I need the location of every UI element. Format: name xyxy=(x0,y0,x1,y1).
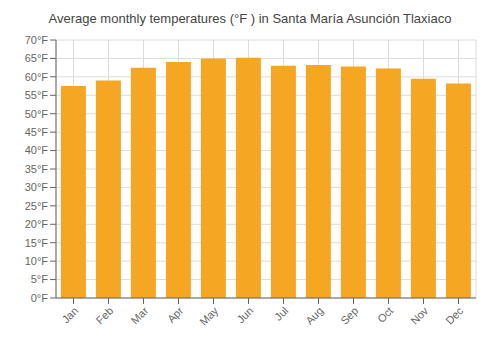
svg-text:Jan: Jan xyxy=(59,304,80,325)
svg-text:65°F: 65°F xyxy=(25,52,49,64)
svg-text:Dec: Dec xyxy=(443,304,466,327)
svg-text:55°F: 55°F xyxy=(25,89,49,101)
html-text:Average monthly temperatures (: Average monthly temperatures (°F ) in Sa… xyxy=(48,11,452,26)
svg-text:Oct: Oct xyxy=(375,304,396,325)
svg-text:15°F: 15°F xyxy=(25,237,49,249)
svg-text:45°F: 45°F xyxy=(25,126,49,138)
svg-text:50°F: 50°F xyxy=(25,108,49,120)
svg-text:Jun: Jun xyxy=(234,304,255,325)
svg-text:25°F: 25°F xyxy=(25,200,49,212)
svg-text:May: May xyxy=(197,304,221,328)
svg-text:40°F: 40°F xyxy=(25,144,49,156)
svg-text:20°F: 20°F xyxy=(25,218,49,230)
svg-text:Jul: Jul xyxy=(272,304,290,322)
svg-text:70°F: 70°F xyxy=(25,34,49,46)
svg-text:Mar: Mar xyxy=(129,304,151,326)
svg-text:10°F: 10°F xyxy=(25,255,49,267)
svg-text:30°F: 30°F xyxy=(25,181,49,193)
svg-text:5°F: 5°F xyxy=(31,273,49,285)
svg-text:60°F: 60°F xyxy=(25,71,49,83)
svg-text:Sep: Sep xyxy=(338,304,360,326)
svg-text:Apr: Apr xyxy=(165,304,186,325)
svg-text:Aug: Aug xyxy=(303,304,325,326)
svg-text:Feb: Feb xyxy=(94,304,116,326)
svg-text:Nov: Nov xyxy=(408,304,431,327)
svg-text:35°F: 35°F xyxy=(25,163,49,175)
svg-text:0°F: 0°F xyxy=(31,292,49,304)
